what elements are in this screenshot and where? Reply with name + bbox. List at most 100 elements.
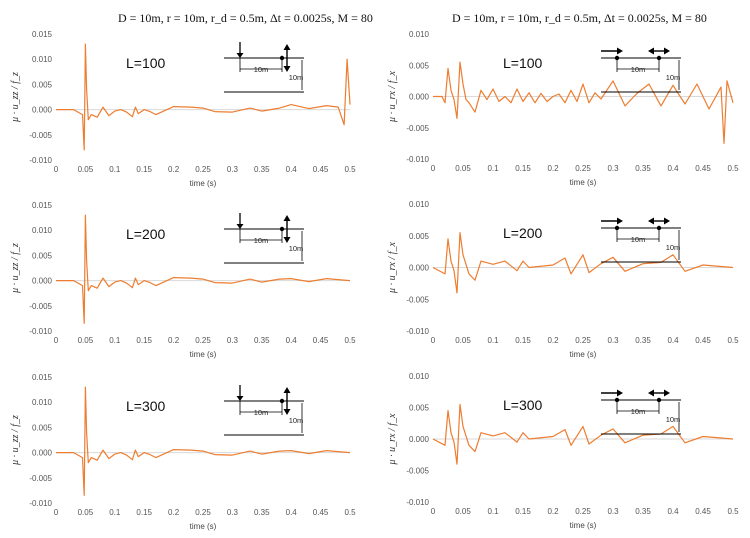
x-tick-label: 0.35 [254, 165, 270, 174]
x-tick-label: 0.15 [515, 507, 531, 516]
series-line [432, 403, 734, 465]
y-tick-label: -0.010 [29, 499, 52, 508]
x-tick-label: 0.35 [635, 336, 651, 345]
x-tick-label: 0.2 [547, 336, 559, 345]
x-tick-label: 0.15 [136, 508, 152, 517]
x-tick-label: 0.05 [78, 165, 94, 174]
y-tick-label: 0.000 [409, 264, 430, 273]
vertical-distance-label: 10m [666, 73, 681, 82]
panel-label: L=100 [503, 55, 543, 71]
source-arrowhead [617, 217, 623, 225]
x-tick-label: 0.5 [344, 336, 356, 345]
source-arrowhead [617, 47, 623, 55]
x-tick-label: 0.5 [344, 508, 356, 517]
x-tick-label: 0.15 [136, 336, 152, 345]
source-receiver-diagram: 10m 10m [601, 217, 681, 263]
x-tick-label: 0.15 [136, 165, 152, 174]
y-tick-label: 0.010 [409, 30, 430, 39]
y-tick-label: 0.005 [32, 80, 53, 89]
x-tick-label: 0.25 [575, 336, 591, 345]
receiver-arrowhead-down [283, 237, 291, 243]
series-line [433, 61, 734, 144]
y-axis-label: μ · u_rx / f_x [387, 242, 398, 294]
series-line [432, 232, 734, 294]
x-tick-label: 0.45 [695, 336, 711, 345]
horizontal-distance-label: 10m [631, 65, 646, 74]
source-receiver-diagram: 10m 10m [224, 385, 304, 436]
y-tick-label: -0.010 [29, 327, 52, 336]
y-tick-label: 0.000 [32, 106, 53, 115]
y-tick-label: 0.000 [32, 449, 53, 458]
y-tick-label: 0.015 [32, 30, 53, 39]
source-receiver-diagram: 10m 10m [224, 42, 304, 93]
x-tick-label: 0.2 [168, 165, 180, 174]
x-tick-label: 0.3 [227, 336, 239, 345]
vertical-distance-label: 10m [666, 415, 681, 424]
arrowhead [236, 396, 244, 401]
x-tick-label: 0.2 [547, 164, 559, 173]
vertical-distance-label: 10m [289, 416, 304, 425]
y-tick-label: -0.010 [406, 498, 429, 507]
source-receiver-diagram: 10m 10m [601, 47, 681, 93]
x-tick-label: 0.1 [109, 336, 121, 345]
y-tick-label: 0.005 [409, 232, 430, 241]
x-tick-label: 0.4 [286, 508, 298, 517]
x-axis-label: time (s) [570, 521, 597, 530]
x-axis-label: time (s) [190, 522, 217, 531]
x-tick-label: 0.35 [254, 508, 270, 517]
x-tick-label: 0.2 [547, 507, 559, 516]
x-tick-label: 0.4 [286, 336, 298, 345]
x-tick-label: 0.25 [575, 507, 591, 516]
receiver-arrowhead-left [648, 47, 654, 55]
y-tick-label: 0.005 [409, 61, 430, 70]
x-tick-label: 0.5 [727, 507, 739, 516]
x-tick-label: 0.25 [195, 508, 211, 517]
series-line [56, 43, 351, 151]
y-axis-label: μ · u_zz / f_z [10, 415, 21, 466]
x-tick-label: 0 [54, 165, 59, 174]
y-axis-label: μ · u_zz / f_z [10, 243, 21, 294]
x-tick-label: 0.3 [227, 165, 239, 174]
y-axis-label: μ · u_rx / f_x [387, 71, 398, 123]
horizontal-distance-label: 10m [254, 65, 269, 74]
x-axis-label: time (s) [190, 179, 217, 188]
receiver-arrowhead-left [648, 217, 654, 225]
y-axis-label: μ · u_zz / f_z [10, 72, 21, 123]
x-tick-label: 0.45 [313, 508, 329, 517]
x-tick-label: 0.45 [313, 165, 329, 174]
receiver-arrowhead-right [664, 389, 670, 397]
y-tick-label: -0.005 [29, 474, 52, 483]
x-tick-label: 0.45 [695, 507, 711, 516]
header-right: D = 10m, r = 10m, r_d = 0.5m, Δt = 0.002… [452, 11, 707, 25]
receiver-arrowhead-up [283, 44, 291, 50]
x-tick-label: 0.25 [195, 165, 211, 174]
horizontal-distance-label: 10m [254, 408, 269, 417]
y-tick-label: -0.005 [406, 295, 429, 304]
x-tick-label: 0.05 [455, 164, 471, 173]
x-axis-label: time (s) [570, 350, 597, 359]
x-tick-label: 0.05 [455, 336, 471, 345]
y-tick-label: -0.005 [406, 124, 429, 133]
x-tick-label: 0.1 [487, 507, 499, 516]
x-tick-label: 0.05 [455, 507, 471, 516]
arrowhead [236, 53, 244, 58]
x-axis-label: time (s) [570, 178, 597, 187]
x-tick-label: 0.3 [227, 508, 239, 517]
x-tick-label: 0.3 [607, 507, 619, 516]
x-tick-label: 0.3 [607, 164, 619, 173]
x-axis-label: time (s) [190, 350, 217, 359]
receiver-arrowhead-up [283, 387, 291, 393]
x-tick-label: 0.1 [109, 508, 121, 517]
x-tick-label: 0.35 [635, 507, 651, 516]
x-tick-label: 0.5 [344, 165, 356, 174]
receiver-arrowhead-up [283, 215, 291, 221]
receiver-arrowhead-left [648, 389, 654, 397]
horizontal-distance-label: 10m [631, 235, 646, 244]
x-tick-label: 0.25 [575, 164, 591, 173]
y-tick-label: 0.005 [409, 404, 430, 413]
x-tick-label: 0 [431, 164, 436, 173]
